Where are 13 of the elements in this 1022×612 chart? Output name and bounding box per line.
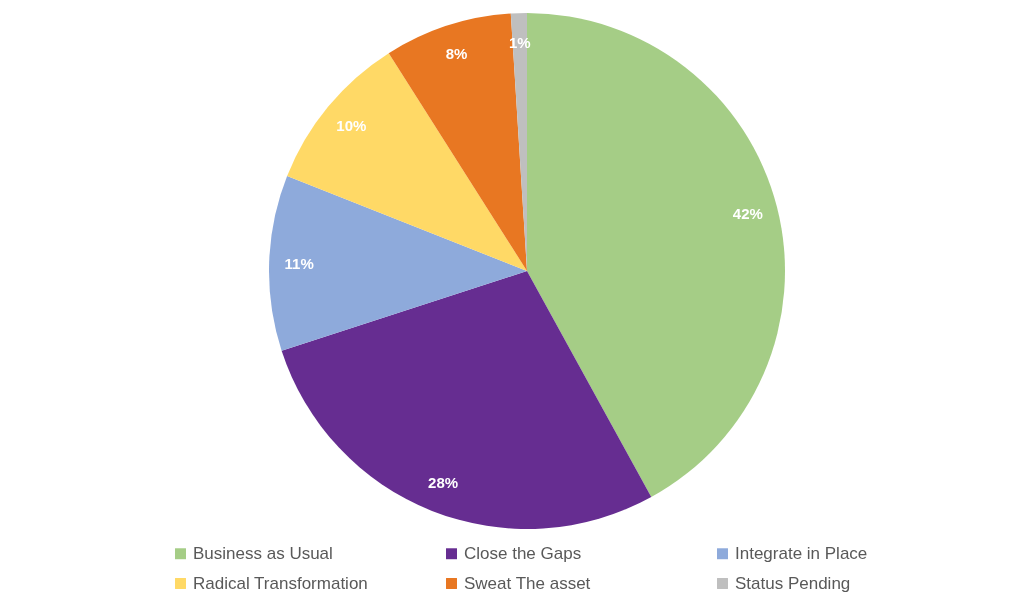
pie-slice [281,271,652,529]
legend-label: Sweat The asset [464,573,591,593]
legend-label: Business as Usual [193,543,333,563]
data-label: 42% [732,205,763,223]
legend-label: Close the Gaps [464,543,582,563]
legend-label: Integrate in Place [735,543,868,563]
legend-label: Radical Transformation [193,573,368,593]
data-label: 8% [445,45,468,63]
data-label: 28% [428,473,459,491]
data-label: 11% [284,254,314,272]
legend-label: Status Pending [735,573,851,593]
data-label: 10% [336,116,367,134]
pie-slice [269,176,527,351]
